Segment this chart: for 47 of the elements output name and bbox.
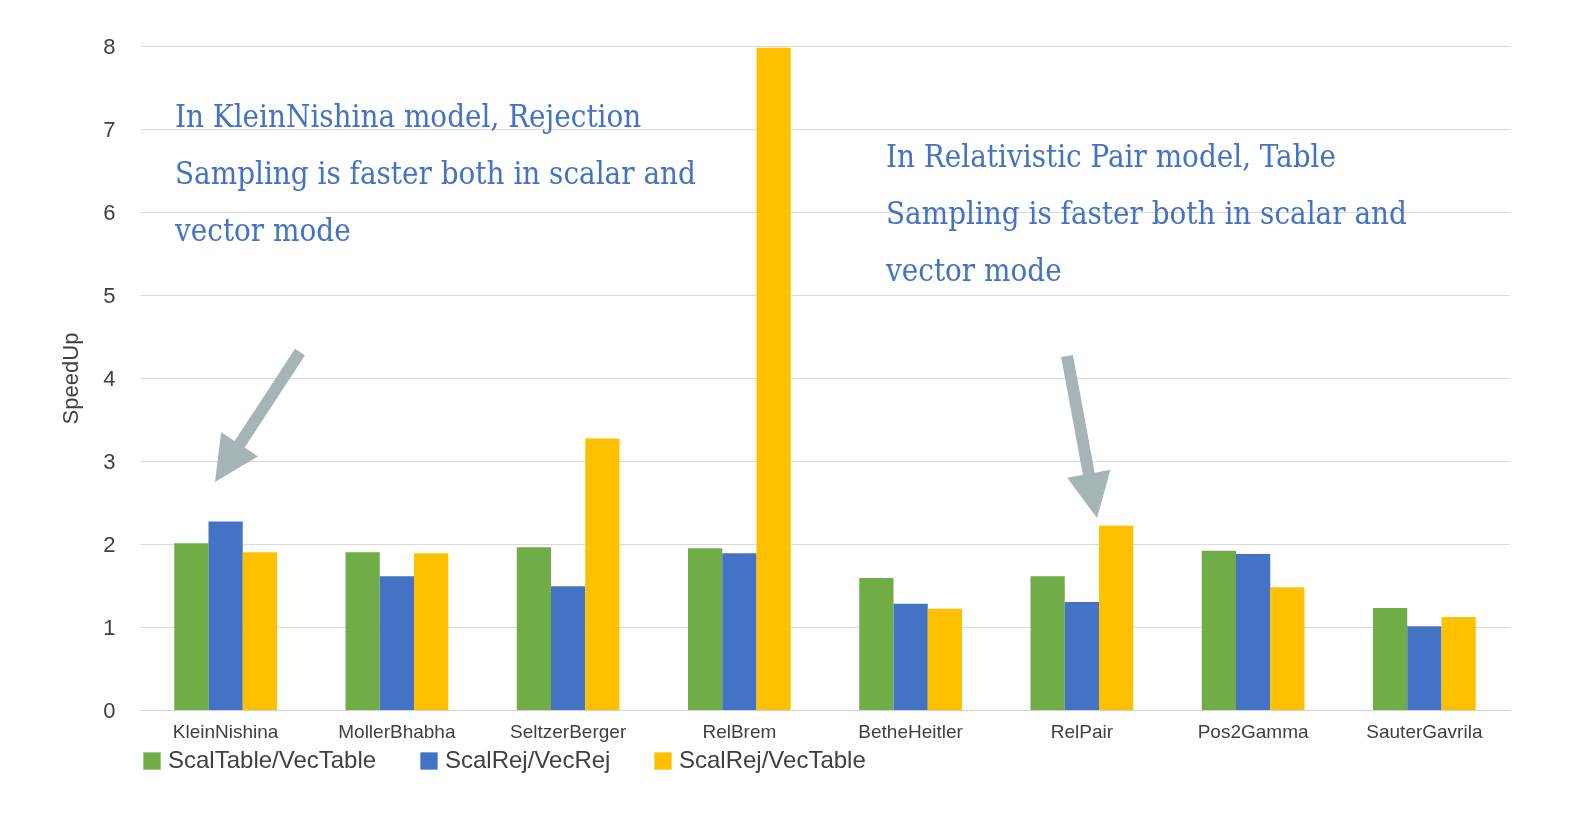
bar — [893, 603, 928, 710]
x-tick-label: BetheHeitler — [858, 720, 964, 742]
bar — [551, 586, 586, 710]
x-tick-label: MollerBhabha — [338, 720, 456, 742]
legend-label: ScalRej/VecRej — [445, 746, 611, 773]
x-tick-label: RelPair — [1050, 720, 1114, 742]
bar — [1441, 617, 1476, 710]
annotation: In Relativistic Pair model, Table Sampling is faster both in scalar and vector mode — [885, 138, 1407, 288]
bar — [1236, 553, 1271, 710]
x-tick-label: RelBrem — [702, 720, 777, 742]
y-tick-label: 5 — [103, 282, 116, 308]
y-tick-label: 4 — [103, 365, 116, 391]
bar — [1099, 525, 1134, 710]
y-tick-label: 6 — [103, 199, 116, 225]
bar — [1373, 607, 1408, 710]
bar — [1064, 602, 1099, 710]
y-tick-label: 1 — [103, 614, 116, 640]
bar — [1030, 576, 1065, 710]
bar — [1270, 587, 1305, 710]
y-axis-title: SpeedUp — [58, 332, 84, 425]
y-tick-label: 7 — [103, 116, 116, 142]
y-tick-label: 8 — [103, 33, 116, 59]
bar — [516, 547, 551, 710]
bar — [585, 438, 620, 710]
x-tick-label: SauterGavrila — [1366, 720, 1483, 742]
bar — [756, 47, 791, 710]
legend-label: ScalRej/VecTable — [679, 746, 866, 773]
bar — [174, 543, 209, 710]
bar — [379, 576, 414, 710]
bar — [242, 552, 277, 710]
bar — [1407, 626, 1442, 710]
x-tick-label: SeltzerBerger — [510, 720, 627, 742]
y-tick-label: 0 — [103, 697, 116, 723]
x-tick-label: Pos2Gamma — [1197, 720, 1309, 742]
bar — [859, 578, 894, 710]
bar — [722, 553, 757, 710]
y-tick-label: 2 — [103, 531, 116, 557]
x-tick-label: KleinNishina — [172, 720, 279, 742]
bar — [927, 608, 962, 710]
bar — [208, 521, 243, 710]
bar — [688, 548, 723, 710]
bar — [1201, 550, 1236, 710]
bar — [414, 553, 449, 710]
annotation: In KleinNishina model, Rejection Sampling is faster both in scalar and vector mode — [174, 98, 696, 248]
y-tick-label: 3 — [103, 448, 116, 474]
bar — [345, 552, 380, 710]
legend-label: ScalTable/VecTable — [168, 746, 377, 773]
